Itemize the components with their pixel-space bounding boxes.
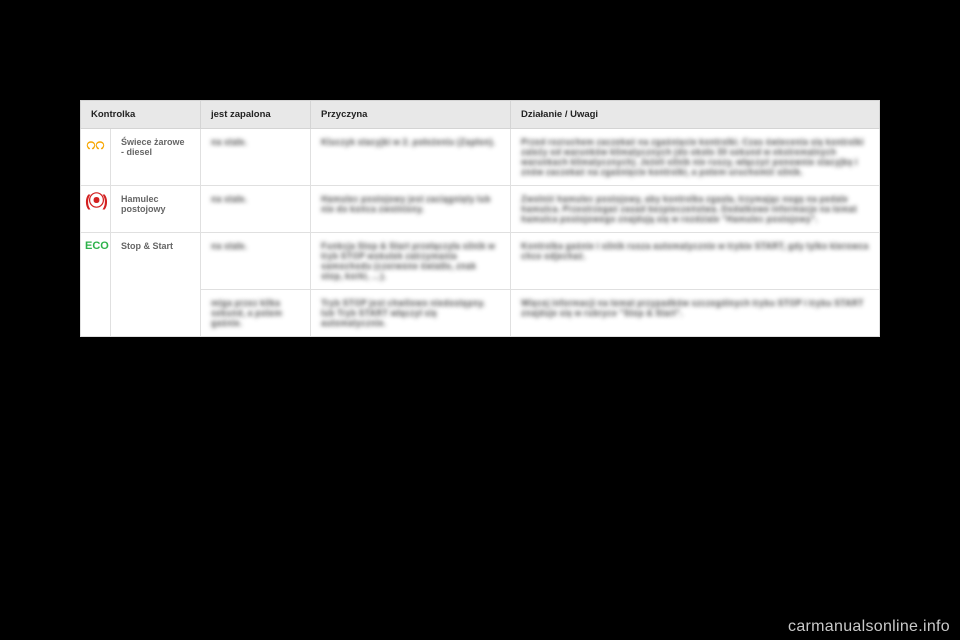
lit-state: miga przez kilka sekund, a potem gaśnie.	[201, 290, 311, 337]
action: Więcej informacji na temat przypadków sz…	[511, 290, 880, 337]
cause: Tryb STOP jest chwilowo niedostępny. lub…	[311, 290, 511, 337]
indicator-name: Hamulec postojowy	[111, 186, 201, 233]
table-header: Kontrolka jest zapalona Przyczyna Działa…	[81, 101, 880, 129]
table-row: ECO Stop & Start na stałe. Funkcja Stop …	[81, 233, 880, 290]
glow-plug-icon: ೧೧	[87, 136, 105, 153]
icon-cell: ೧೧	[81, 129, 111, 186]
col-przyczyna: Przyczyna	[311, 101, 511, 129]
eco-icon: ECO	[85, 240, 109, 252]
col-kontrolka: Kontrolka	[81, 101, 201, 129]
col-dzialanie: Działanie / Uwagi	[511, 101, 880, 129]
cause: Hamulec postojowy jest zaciągnięty lub n…	[311, 186, 511, 233]
cause: Kluczyk stacyjki w 2. położeniu (Zapłon)…	[311, 129, 511, 186]
document-page: Kontrolka jest zapalona Przyczyna Działa…	[80, 100, 880, 337]
icon-cell: ECO	[81, 233, 111, 337]
lit-state: na stałe.	[201, 233, 311, 290]
indicator-name: Świece żarowe - diesel	[111, 129, 201, 186]
table-row: ೧೧ Świece żarowe - diesel na stałe. Kluc…	[81, 129, 880, 186]
action: Zwolnić hamulec postojowy, aby kontrolka…	[511, 186, 880, 233]
col-jest-zapalona: jest zapalona	[201, 101, 311, 129]
lit-state: na stałe.	[201, 129, 311, 186]
cause: Funkcja Stop & Start przełączyła silnik …	[311, 233, 511, 290]
lit-state: na stałe.	[201, 186, 311, 233]
table-row: miga przez kilka sekund, a potem gaśnie.…	[81, 290, 880, 337]
table-row: (⦿) Hamulec postojowy na stałe. Hamulec …	[81, 186, 880, 233]
indicator-table: Kontrolka jest zapalona Przyczyna Działa…	[80, 100, 880, 337]
action: Przed rozruchem zaczekać na zgaśnięcie k…	[511, 129, 880, 186]
watermark: carmanualsonline.info	[788, 618, 950, 636]
action: Kontrolka gaśnie i silnik rusza automaty…	[511, 233, 880, 290]
parking-brake-icon: (⦿)	[85, 193, 106, 210]
icon-cell: (⦿)	[81, 186, 111, 233]
indicator-name: Stop & Start	[111, 233, 201, 337]
